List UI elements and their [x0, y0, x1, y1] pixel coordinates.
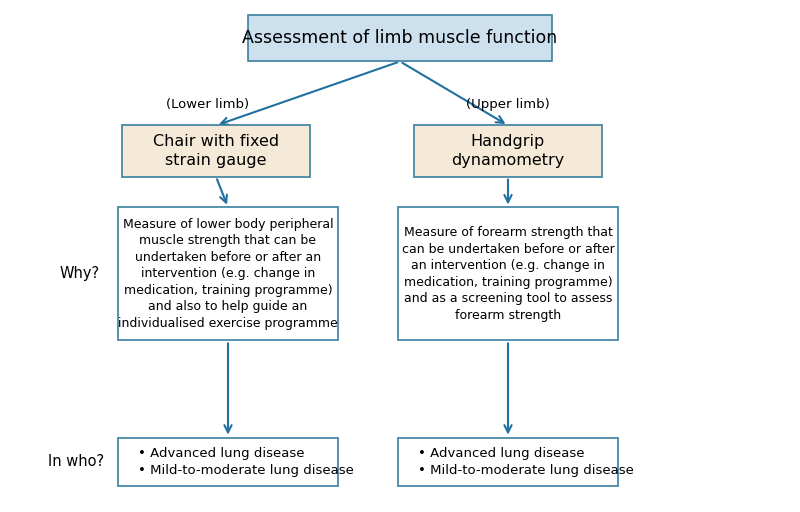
FancyBboxPatch shape: [248, 15, 552, 61]
FancyBboxPatch shape: [118, 207, 338, 340]
Text: Chair with fixed
strain gauge: Chair with fixed strain gauge: [153, 134, 279, 168]
Text: Why?: Why?: [60, 266, 100, 282]
FancyBboxPatch shape: [398, 437, 618, 486]
Text: Measure of lower body peripheral
muscle strength that can be
undertaken before o: Measure of lower body peripheral muscle …: [118, 218, 338, 330]
Text: (Upper limb): (Upper limb): [466, 98, 550, 112]
Text: Assessment of limb muscle function: Assessment of limb muscle function: [242, 29, 558, 48]
FancyBboxPatch shape: [118, 437, 338, 486]
FancyBboxPatch shape: [398, 207, 618, 340]
Text: • Advanced lung disease
• Mild-to-moderate lung disease: • Advanced lung disease • Mild-to-modera…: [138, 447, 354, 477]
Text: • Advanced lung disease
• Mild-to-moderate lung disease: • Advanced lung disease • Mild-to-modera…: [418, 447, 634, 477]
Text: Handgrip
dynamometry: Handgrip dynamometry: [451, 134, 565, 168]
Text: In who?: In who?: [48, 454, 104, 470]
FancyBboxPatch shape: [414, 125, 602, 177]
Text: (Lower limb): (Lower limb): [166, 98, 250, 112]
Text: Measure of forearm strength that
can be undertaken before or after
an interventi: Measure of forearm strength that can be …: [402, 226, 614, 322]
FancyBboxPatch shape: [122, 125, 310, 177]
